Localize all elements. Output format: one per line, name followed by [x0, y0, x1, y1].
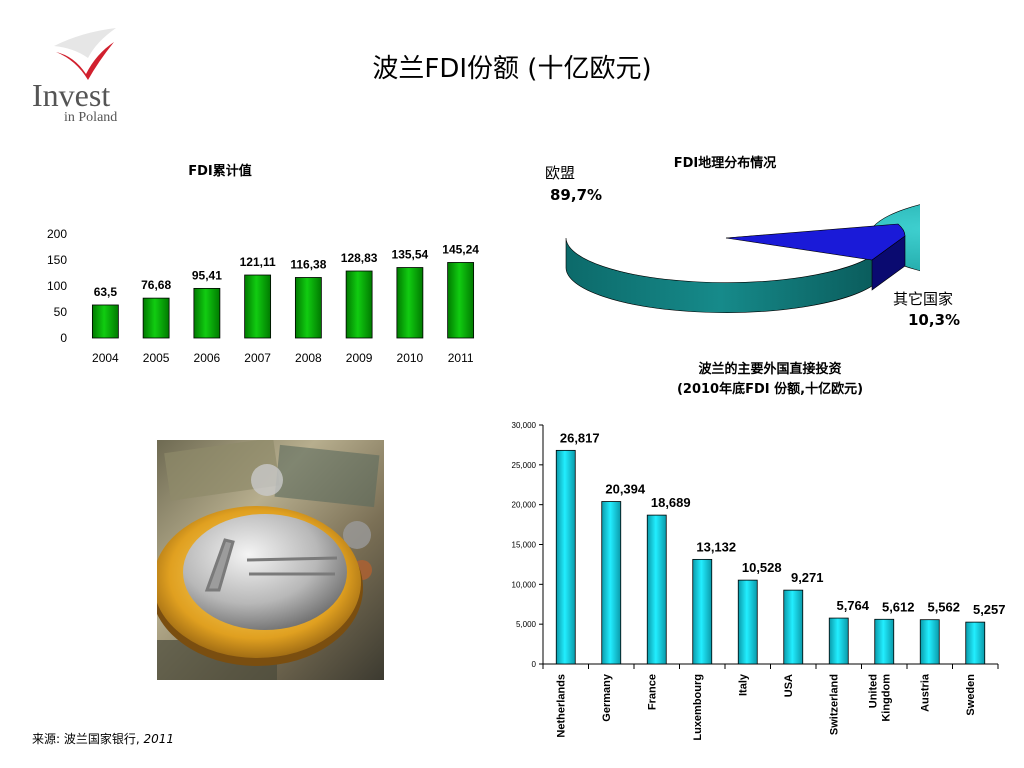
x-tick-label-USA: USA [783, 674, 795, 697]
source-note: 来源: 波兰国家银行, 2011 [32, 730, 174, 747]
bar-Switzerland [828, 617, 849, 665]
bar-2005 [142, 297, 170, 339]
y-tick-label: 200 [47, 227, 67, 241]
value-label-Luxembourg: 13,132 [696, 539, 736, 554]
value-label-2004: 63,5 [94, 285, 118, 299]
invest-in-poland-logo: Invest in Poland [32, 28, 117, 125]
value-label-Austria: 5,562 [927, 600, 960, 615]
pie-value-other: 10,3% [908, 311, 961, 329]
chart3-title: 波兰的主要外国直接投资 (2010年底FDI 份额,十亿欧元) [600, 360, 940, 400]
y-tick-label: 0 [60, 331, 67, 345]
pie-label-eu: 欧盟 [545, 164, 576, 182]
pie-label-other: 其它国家 [893, 290, 954, 308]
x-tick-label-Germany: Germany [601, 673, 613, 722]
pie-slice-other [725, 223, 906, 261]
bar-United Kingdom [874, 618, 895, 665]
y-tick-label: 20,000 [512, 501, 537, 510]
y-tick-label: 0 [532, 660, 537, 669]
chart3-title-line1: 波兰的主要外国直接投资 [698, 362, 842, 377]
bar-Luxembourg [692, 558, 713, 665]
x-tick-label-Sweden: Sweden [965, 674, 977, 716]
bar-Sweden [965, 621, 986, 665]
bar-2008 [294, 277, 322, 339]
x-tick-label-2010: 2010 [397, 351, 424, 365]
logo-text-invest: Invest [32, 77, 110, 113]
value-label-2006: 95,41 [192, 268, 222, 282]
bar-2010 [396, 267, 424, 339]
bar-2004 [91, 304, 119, 339]
y-tick-label: 150 [47, 253, 67, 267]
bar-Germany [601, 501, 622, 665]
logo-swoosh-white [54, 28, 116, 58]
y-tick-label: 5,000 [516, 620, 537, 629]
x-tick-label-2008: 2008 [295, 351, 322, 365]
value-label-Switzerland: 5,764 [836, 598, 869, 613]
x-tick-label-2005: 2005 [143, 351, 170, 365]
x-tick-label-2007: 2007 [244, 351, 271, 365]
value-label-2005: 76,68 [141, 278, 171, 292]
value-label-2010: 135,54 [392, 248, 429, 262]
bar-Austria [919, 619, 940, 665]
source-label: 来源: 波兰国家银行, [32, 732, 140, 746]
euro-coin-photo [157, 440, 384, 680]
logo-text-in-poland: in Poland [64, 110, 117, 125]
chart1-title: FDI累计值 [188, 164, 252, 179]
bar-2009 [345, 270, 373, 339]
x-tick-label-Switzerland: Switzerland [829, 674, 841, 735]
bar-2007 [244, 274, 272, 339]
value-label-2011: 145,24 [442, 242, 479, 256]
y-tick-label: 10,000 [512, 580, 537, 589]
y-tick-label: 15,000 [512, 541, 537, 550]
bar-2011 [447, 262, 475, 339]
bar-Netherlands [555, 449, 576, 665]
bar-2006 [193, 287, 221, 339]
chart3-title-line2: (2010年底FDI 份额,十亿欧元) [676, 382, 864, 397]
value-label-2009: 128,83 [341, 251, 378, 265]
coin-engraving [204, 538, 338, 592]
value-label-USA: 9,271 [791, 570, 824, 585]
source-year: 2011 [143, 732, 175, 746]
bar-Italy [737, 579, 758, 665]
value-label-2007: 121,11 [240, 255, 276, 269]
fdi-geography-pie [565, 204, 920, 313]
bar-USA [783, 589, 804, 665]
value-label-Netherlands: 26,817 [560, 430, 600, 445]
x-tick-label-Italy: Italy [738, 673, 750, 696]
value-label-Sweden: 5,257 [973, 602, 1006, 617]
x-tick-label-United Kingdom: United [868, 674, 880, 708]
x-tick-label-Netherlands: Netherlands [556, 674, 568, 738]
x-tick-label-2009: 2009 [346, 351, 373, 365]
x-tick-label-France: France [647, 674, 659, 710]
value-label-Germany: 20,394 [605, 482, 646, 497]
x-tick-label-Austria: Austria [920, 673, 932, 712]
y-tick-label: 100 [47, 279, 67, 293]
value-label-2008: 116,38 [290, 257, 326, 271]
y-tick-label: 25,000 [512, 461, 537, 470]
chart2-title: FDI地理分布情况 [673, 156, 777, 171]
x-tick-label-2011: 2011 [448, 351, 474, 365]
y-tick-label: 30,000 [512, 421, 537, 430]
value-label-Italy: 10,528 [742, 560, 782, 575]
x-tick-label-2004: 2004 [92, 351, 119, 365]
x-tick-label-United Kingdom: Kingdom [881, 674, 893, 722]
x-tick-label-2006: 2006 [194, 351, 221, 365]
bar-France [646, 514, 667, 665]
y-tick-label: 50 [54, 305, 68, 319]
value-label-France: 18,689 [651, 495, 691, 510]
pie-value-eu: 89,7% [550, 186, 603, 204]
value-label-United Kingdom: 5,612 [882, 599, 915, 614]
x-tick-label-Luxembourg: Luxembourg [692, 674, 704, 741]
page-title: 波兰FDI份额 (十亿欧元) [372, 54, 652, 84]
